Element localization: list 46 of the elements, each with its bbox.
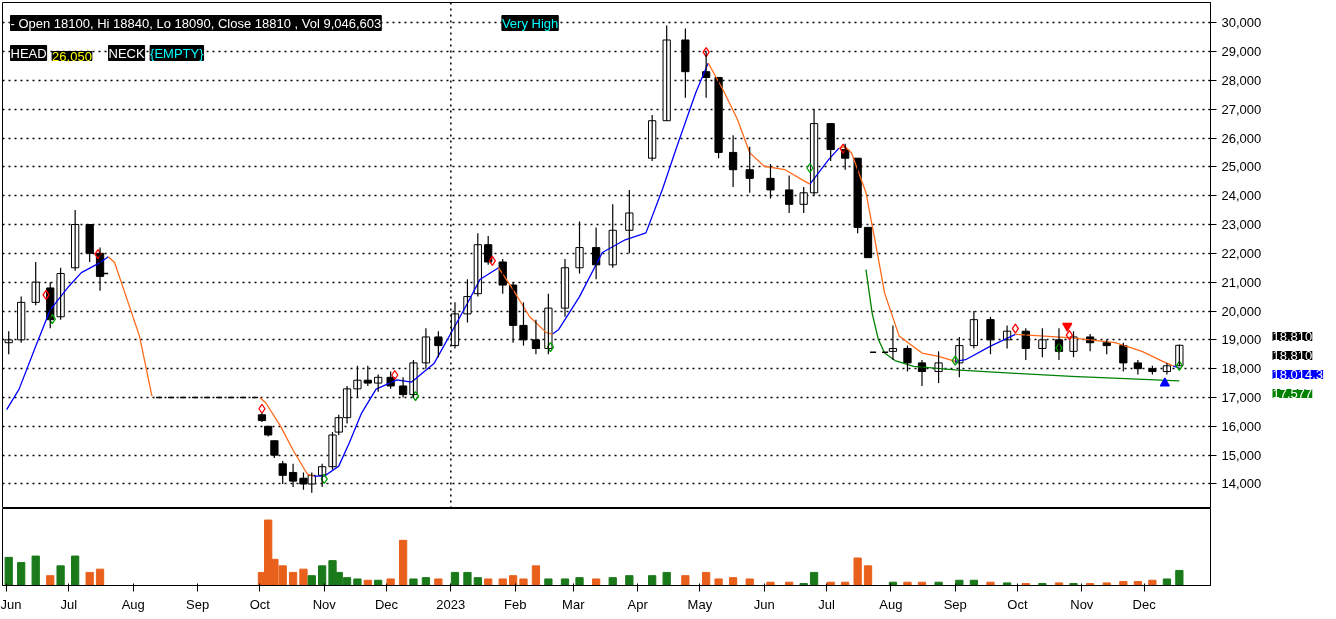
text: 18,014.3 bbox=[1272, 367, 1324, 382]
annotation: Very High bbox=[501, 15, 559, 31]
y-tick-label: 15,000 bbox=[1221, 447, 1262, 463]
text: 17,577 bbox=[1272, 386, 1313, 401]
x-tick-label: Feb bbox=[503, 596, 527, 612]
x-tick-label: Aug bbox=[879, 596, 903, 612]
x-tick-label: Jul bbox=[818, 596, 835, 612]
x-tick-label: Jun bbox=[753, 596, 775, 612]
y-tick-label: 25,000 bbox=[1221, 159, 1262, 175]
text: 18,810 bbox=[1272, 348, 1313, 363]
y-tick-label: 28,000 bbox=[1221, 72, 1262, 88]
x-tick-label: Mar bbox=[562, 596, 586, 612]
x-tick-label: Oct bbox=[249, 596, 271, 612]
x-tick-label: Aug bbox=[121, 596, 145, 612]
annotation: HEAD bbox=[10, 45, 47, 61]
x-tick-label: Sep bbox=[943, 596, 967, 612]
annotation: {EMPTY} bbox=[150, 45, 205, 61]
y-tick-label: 18,000 bbox=[1221, 361, 1262, 377]
y-tick-label: 22,000 bbox=[1221, 245, 1262, 261]
x-tick-label: Oct bbox=[1007, 596, 1028, 612]
y-tick-label: 30,000 bbox=[1221, 15, 1262, 31]
x-tick-label: Jul bbox=[60, 596, 78, 612]
y-tick-label: 23,000 bbox=[1221, 217, 1262, 233]
y-tick-label: 19,000 bbox=[1221, 332, 1262, 348]
text: 18,810 bbox=[1272, 329, 1313, 344]
y-tick-label: 20,000 bbox=[1221, 303, 1262, 319]
x-tick-label: Sep bbox=[186, 596, 210, 612]
y-tick-label: 27,000 bbox=[1221, 101, 1262, 117]
y-tick-label: 16,000 bbox=[1221, 418, 1262, 434]
y-tick-label: 26,000 bbox=[1221, 130, 1262, 146]
x-tick-label: May bbox=[687, 596, 713, 612]
annotation: 26,050 bbox=[52, 48, 92, 64]
x-tick-label: Dec bbox=[374, 596, 399, 612]
x-tick-label: 2023 bbox=[436, 596, 466, 612]
y-tick-label: 14,000 bbox=[1221, 476, 1262, 492]
annotation: NECK bbox=[108, 45, 145, 61]
x-tick-label: Apr bbox=[627, 596, 649, 612]
annotation: - Open 18100, Hi 18840, Lo 18090, Close 18810 , Vol 9,046,603 bbox=[10, 15, 382, 31]
y-tick-label: 24,000 bbox=[1221, 188, 1262, 204]
x-tick-label: Nov bbox=[1070, 596, 1094, 612]
y-tick-label: 29,000 bbox=[1221, 44, 1262, 60]
y-tick-label: 21,000 bbox=[1221, 274, 1262, 290]
x-tick-label: Nov bbox=[312, 596, 337, 612]
y-tick-label: 17,000 bbox=[1221, 390, 1262, 405]
x-tick-label: Dec bbox=[1132, 596, 1157, 612]
x-tick-label: Jun bbox=[0, 596, 22, 612]
